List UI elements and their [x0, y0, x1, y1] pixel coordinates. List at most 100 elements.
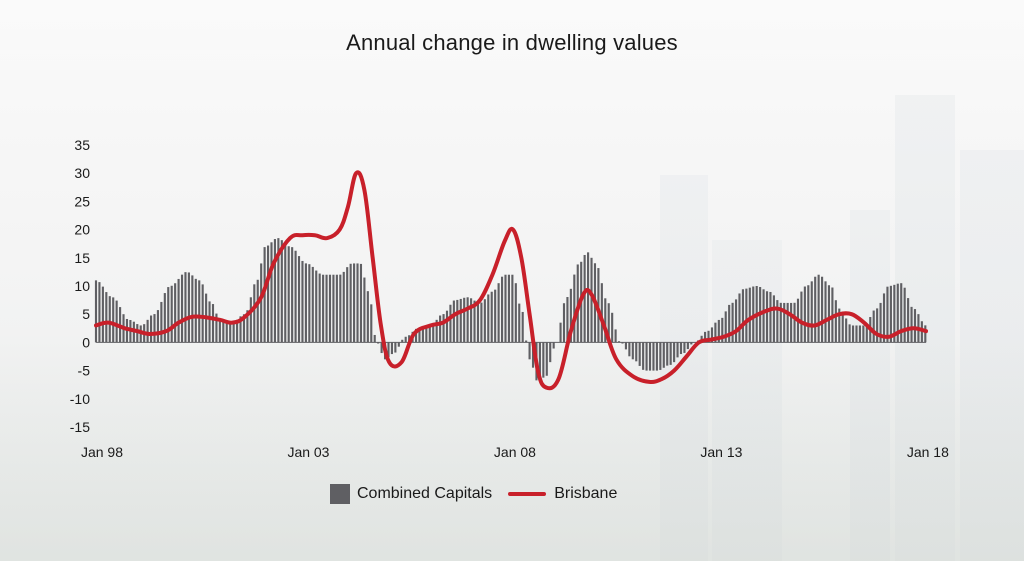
combined-capitals-bar [896, 283, 899, 343]
combined-capitals-bar [717, 319, 720, 343]
combined-capitals-bar [146, 319, 149, 343]
combined-capitals-bar [907, 298, 910, 343]
combined-capitals-bar [913, 309, 917, 343]
combined-capitals-bar [414, 328, 418, 343]
combined-capitals-bar [886, 286, 889, 343]
combined-capitals-bar [679, 342, 683, 355]
y-tick-label: -10 [70, 391, 90, 407]
combined-capitals-bar [211, 304, 215, 343]
combined-capitals-bar [370, 304, 373, 343]
combined-capitals-bar [170, 285, 173, 343]
combined-capitals-bar [456, 299, 459, 343]
combined-capitals-bar [562, 303, 566, 343]
y-tick-label: -15 [70, 419, 90, 435]
combined-capitals-bar [793, 302, 796, 343]
combined-capitals-bar [249, 297, 252, 343]
y-tick-label: 25 [74, 193, 90, 209]
combined-capitals-bar [858, 325, 861, 343]
combined-capitals-bar [342, 271, 345, 343]
legend-bar-swatch [330, 484, 350, 504]
combined-capitals-bar [232, 322, 235, 343]
combined-capitals-bar [848, 324, 851, 343]
combined-capitals-bar [287, 246, 290, 343]
combined-capitals-bar [180, 274, 184, 343]
combined-capitals-bar [466, 297, 469, 343]
combined-capitals-bar [710, 327, 714, 343]
combined-capitals-bar [635, 342, 638, 362]
combined-capitals-bar [734, 299, 738, 343]
combined-capitals-bar [263, 247, 266, 343]
y-tick-label: 15 [74, 250, 90, 266]
combined-capitals-bar [707, 330, 710, 343]
combined-capitals-bar [648, 342, 652, 371]
y-tick-label: 5 [82, 306, 90, 322]
combined-capitals-bar [184, 272, 187, 343]
x-tick-label: Jan 03 [287, 444, 329, 460]
combined-capitals-bar [201, 284, 204, 343]
combined-capitals-bar [569, 288, 572, 343]
combined-capitals-bar [659, 342, 662, 370]
combined-capitals-bar [511, 274, 514, 343]
combined-capitals-bar [246, 310, 249, 343]
combined-capitals-bar [628, 342, 631, 357]
combined-capitals-bar [642, 342, 645, 370]
combined-capitals-bar [721, 317, 724, 343]
combined-capitals-bar [322, 274, 325, 343]
combined-capitals-bar [542, 342, 545, 378]
combined-capitals-bar [769, 291, 772, 343]
chart-title: Annual change in dwelling values [346, 30, 678, 55]
combined-capitals-bar [463, 297, 466, 343]
x-tick-label: Jan 08 [494, 444, 536, 460]
combined-capitals-bar [772, 295, 775, 343]
combined-capitals-bar [690, 342, 693, 345]
combined-capitals-bar [160, 301, 163, 343]
combined-capitals-bar [745, 288, 748, 343]
combined-capitals-bar [304, 263, 307, 343]
combined-capitals-bar [676, 342, 679, 358]
combined-capitals-bar [239, 316, 242, 343]
combined-capitals-bar [821, 276, 824, 343]
combined-capitals-bar [631, 342, 634, 360]
combined-capitals-bar [669, 342, 672, 365]
combined-capitals-bar [893, 284, 896, 343]
combined-capitals-bar [824, 281, 827, 343]
combined-capitals-bar [177, 278, 180, 343]
legend-bar-label: Combined Capitals [357, 485, 493, 502]
combined-capitals-bar [445, 310, 449, 343]
combined-capitals-bar [872, 310, 875, 343]
combined-capitals-bar [559, 322, 562, 343]
combined-capitals-bar [294, 250, 297, 343]
y-tick-label: -5 [78, 363, 91, 379]
combined-capitals-bar [339, 274, 342, 343]
combined-capitals-bar [504, 274, 507, 343]
combined-capitals-bar [752, 286, 755, 343]
combined-capitals-bar [394, 342, 397, 353]
combined-capitals-bar [308, 264, 311, 343]
combined-capitals-bar [518, 303, 521, 343]
y-tick-label: 20 [74, 222, 90, 238]
combined-capitals-bar [827, 285, 831, 343]
combined-capitals-bar [611, 312, 614, 343]
combined-capitals-bar [280, 240, 283, 343]
combined-capitals-bar [459, 298, 462, 343]
combined-capitals-bar [638, 342, 641, 366]
combined-capitals-bar [311, 266, 314, 343]
combined-capitals-bars [94, 238, 927, 382]
combined-capitals-bar [855, 325, 858, 343]
combined-capitals-bar [490, 291, 493, 343]
combined-capitals-bar [587, 252, 590, 343]
combined-capitals-bar [666, 342, 669, 366]
combined-capitals-bar [208, 301, 211, 343]
combined-capitals-bar [776, 300, 779, 343]
combined-capitals-bar [614, 329, 617, 343]
combined-capitals-bar [373, 334, 376, 343]
combined-capitals-bar [236, 319, 239, 343]
combined-capitals-bar [549, 342, 552, 363]
combined-capitals-bar [359, 263, 363, 343]
x-tick-label: Jan 13 [700, 444, 742, 460]
combined-capitals-bar [229, 322, 232, 343]
combined-capitals-bar [655, 342, 658, 371]
combined-capitals-bar [483, 299, 486, 343]
